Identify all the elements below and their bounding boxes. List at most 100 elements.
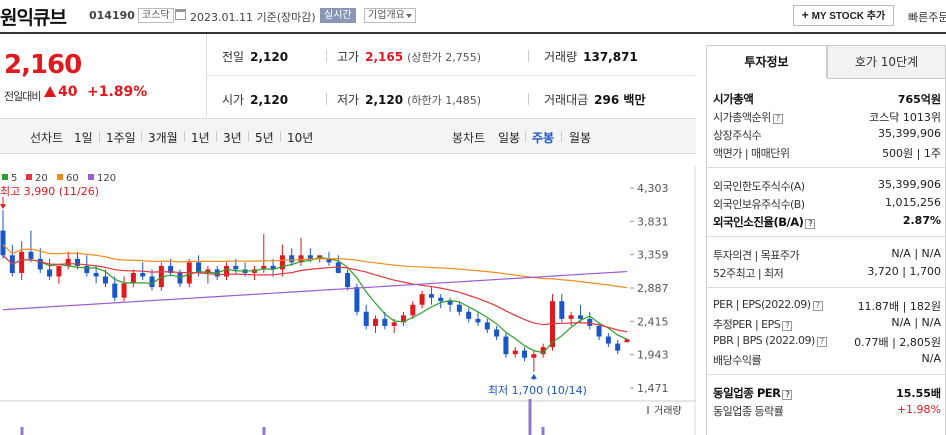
candle-body <box>373 318 379 326</box>
candle-body <box>130 272 136 284</box>
volume-bar <box>528 399 532 435</box>
help-icon[interactable]: ? <box>805 219 816 229</box>
high-price: 고가 2,165 (상한가 2,755) <box>337 50 481 64</box>
company-info-dropdown[interactable]: 기업개요 <box>364 8 416 23</box>
info-label: PBR | BPS (2022.09)? <box>713 334 827 347</box>
info-row: 추정PER | EPS? N/A | N/A <box>713 315 941 333</box>
y-tick-label: 4,303 <box>637 182 669 195</box>
candle-body <box>37 258 43 270</box>
info-row: 외국인소진율(B/A)? 2.87% <box>713 213 941 231</box>
candle-body <box>47 269 53 277</box>
info-value: 0.77배 | 2,805원 <box>854 336 941 349</box>
candle-body <box>354 287 360 312</box>
low-price: 저가 2,120 (하한가 1,485) <box>337 93 481 107</box>
divider <box>141 131 142 142</box>
candle-body <box>84 265 90 273</box>
line-chart-label: 선차트 <box>30 131 64 145</box>
candle-body <box>196 262 202 273</box>
tab-orderbook[interactable]: 호가 10단계 <box>827 45 946 79</box>
volume: 거래량 137,871 <box>544 50 638 64</box>
divider <box>528 50 529 62</box>
info-row: 동일업종 등락률 +1.98% <box>713 402 941 420</box>
info-value: 코스닥 1013위 <box>869 111 941 124</box>
candle-body <box>456 304 462 312</box>
chart-period-bar: 선차트 1일 1주일 3개월 1년 3년 5년 10년 봉차트 일봉 주봉 월봉 <box>0 118 696 154</box>
market-badge: 코스닥 <box>138 8 174 23</box>
period-1d[interactable]: 1일 <box>74 131 93 145</box>
help-icon[interactable]: ? <box>816 337 827 347</box>
info-row: 52주최고 | 최저 3,720 | 1,700 <box>713 264 941 282</box>
period-1w[interactable]: 1주일 <box>106 131 136 145</box>
y-tick-label: 2,415 <box>637 315 669 328</box>
candle-body <box>112 283 118 298</box>
candle-body <box>522 350 528 358</box>
info-label: 배당수익률 <box>713 354 762 367</box>
info-label: 동일업종 등락률 <box>713 405 784 418</box>
divider <box>326 50 327 62</box>
info-value: 2.87% <box>902 214 941 227</box>
stock-chart[interactable]: 4,303 3,831 3,359 2,887 2,415 1,943 1,471 5 20 60… <box>0 166 696 435</box>
period-3m[interactable]: 3개월 <box>148 131 178 145</box>
info-value: 15.55배 <box>896 387 941 400</box>
candle-body <box>28 251 34 259</box>
candle-body <box>410 304 416 316</box>
volume-bar <box>262 427 266 435</box>
y-tick-label: 2,887 <box>637 282 669 295</box>
candle-body <box>93 272 99 277</box>
period-5y[interactable]: 5년 <box>255 131 274 145</box>
candle-body <box>168 265 174 273</box>
low-annotation: 최저 1,700 (10/14) <box>488 384 587 397</box>
y-tick-label: 3,831 <box>637 215 669 228</box>
stock-name: 원익큐브 <box>0 7 67 29</box>
info-row: 동일업종 PER? 15.55배 <box>713 384 941 402</box>
candle-body <box>279 255 285 270</box>
y-tick-label: 3,359 <box>637 249 669 262</box>
tab-investment-info[interactable]: 투자정보 <box>706 45 827 79</box>
ma60-line <box>2 244 628 289</box>
plus-icon: + <box>801 8 809 22</box>
candle-monthly[interactable]: 월봉 <box>569 131 592 145</box>
add-mystock-button[interactable]: + MY STOCK 추가 <box>793 5 894 26</box>
help-icon[interactable]: ? <box>772 114 783 124</box>
candle-daily[interactable]: 일봉 <box>498 131 521 145</box>
info-label: 상장주식수 <box>713 129 762 142</box>
candle-body <box>261 265 267 270</box>
low-arrow-head <box>530 373 537 379</box>
candle-body <box>289 255 295 263</box>
candle-body <box>19 251 25 273</box>
divider <box>525 131 526 142</box>
header-divider <box>0 32 946 34</box>
legend-label: 5 <box>11 173 17 184</box>
candle-body <box>540 347 546 355</box>
ma20-line <box>2 254 628 333</box>
candle-body <box>438 297 444 302</box>
divider <box>280 131 281 142</box>
help-icon[interactable]: ? <box>782 390 793 400</box>
candle-body <box>503 336 509 355</box>
period-1y[interactable]: 1년 <box>191 131 210 145</box>
info-row: 투자의견 | 목표주가 N/A | N/A <box>713 246 941 264</box>
candle-body <box>158 265 164 288</box>
info-value: 35,399,906 <box>878 127 941 140</box>
candle-body <box>419 294 425 305</box>
candle-body <box>596 325 602 337</box>
quick-order-link[interactable]: 빠른주문 <box>908 11 946 24</box>
period-10y[interactable]: 10년 <box>287 131 314 145</box>
candle-body <box>307 255 313 259</box>
help-icon[interactable]: ? <box>812 301 823 311</box>
realtime-badge[interactable]: 실시간 <box>320 8 356 23</box>
volume-label: 거래량 <box>654 405 682 417</box>
candle-body <box>475 318 481 323</box>
info-row: 액면가 | 매매단위 500원 | 1주 <box>713 144 941 162</box>
candle-body <box>605 336 611 344</box>
period-3y[interactable]: 3년 <box>223 131 242 145</box>
volume-bar <box>541 427 545 435</box>
info-label: 시가총액 <box>713 92 754 106</box>
candle-weekly[interactable]: 주봉 <box>532 131 555 145</box>
high-annotation: 최고 3,990 (11/26) <box>0 185 99 198</box>
candle-body <box>233 265 239 270</box>
chart-background <box>0 166 696 435</box>
diff-percent: +1.89% <box>87 84 148 100</box>
help-icon[interactable]: ? <box>782 321 793 331</box>
candle-body <box>326 258 332 263</box>
